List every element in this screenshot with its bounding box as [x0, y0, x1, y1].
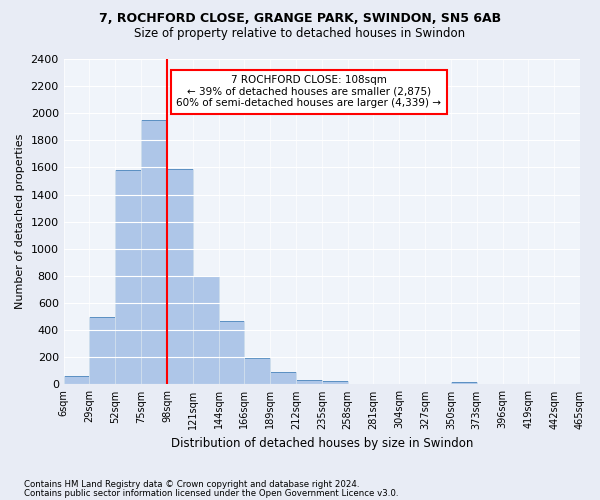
Bar [451, 382, 477, 384]
Bar [64, 376, 89, 384]
X-axis label: Distribution of detached houses by size in Swindon: Distribution of detached houses by size … [170, 437, 473, 450]
Text: 7, ROCHFORD CLOSE, GRANGE PARK, SWINDON, SN5 6AB: 7, ROCHFORD CLOSE, GRANGE PARK, SWINDON,… [99, 12, 501, 26]
Bar [141, 120, 167, 384]
Y-axis label: Number of detached properties: Number of detached properties [15, 134, 25, 310]
Bar [167, 169, 193, 384]
Bar [193, 276, 218, 384]
Bar [270, 372, 296, 384]
Bar [296, 380, 322, 384]
Text: 7 ROCHFORD CLOSE: 108sqm
← 39% of detached houses are smaller (2,875)
60% of sem: 7 ROCHFORD CLOSE: 108sqm ← 39% of detach… [176, 76, 442, 108]
Bar [115, 170, 141, 384]
Bar [218, 320, 244, 384]
Bar [244, 358, 270, 384]
Bar [322, 381, 347, 384]
Text: Contains HM Land Registry data © Crown copyright and database right 2024.: Contains HM Land Registry data © Crown c… [24, 480, 359, 489]
Text: Contains public sector information licensed under the Open Government Licence v3: Contains public sector information licen… [24, 489, 398, 498]
Bar [89, 316, 115, 384]
Text: Size of property relative to detached houses in Swindon: Size of property relative to detached ho… [134, 28, 466, 40]
